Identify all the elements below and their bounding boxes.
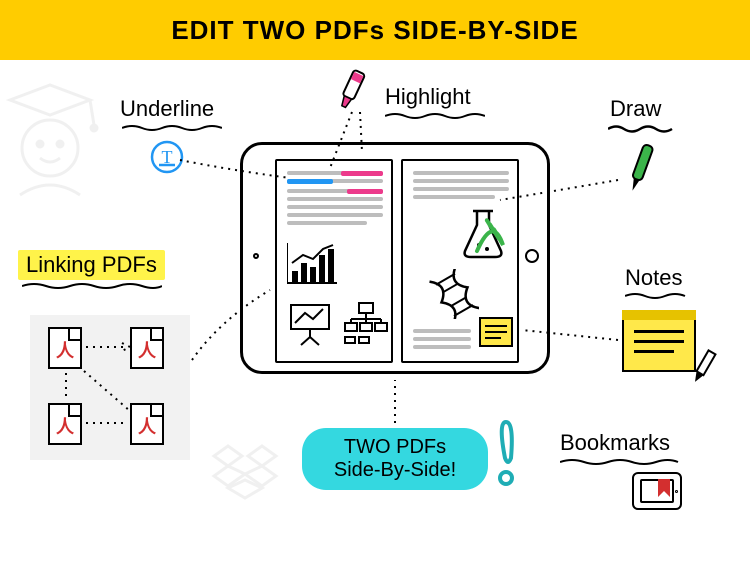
header-bar: EDIT TWO PDFs SIDE-BY-SIDE bbox=[0, 0, 750, 60]
bookmark-device-icon bbox=[632, 472, 682, 510]
bubble-line2: Side-By-Side! bbox=[320, 459, 470, 482]
bookmarks-squiggle bbox=[560, 458, 680, 466]
infographic-canvas: Underline T Highlight Draw Notes bbox=[0, 60, 750, 563]
exclamation-icon bbox=[494, 418, 518, 490]
callout-bubble: TWO PDFs Side-By-Side! bbox=[302, 428, 488, 490]
header-title: EDIT TWO PDFs SIDE-BY-SIDE bbox=[171, 15, 578, 46]
bubble-line1: TWO PDFs bbox=[320, 436, 470, 459]
bookmarks-label: Bookmarks bbox=[560, 430, 670, 456]
